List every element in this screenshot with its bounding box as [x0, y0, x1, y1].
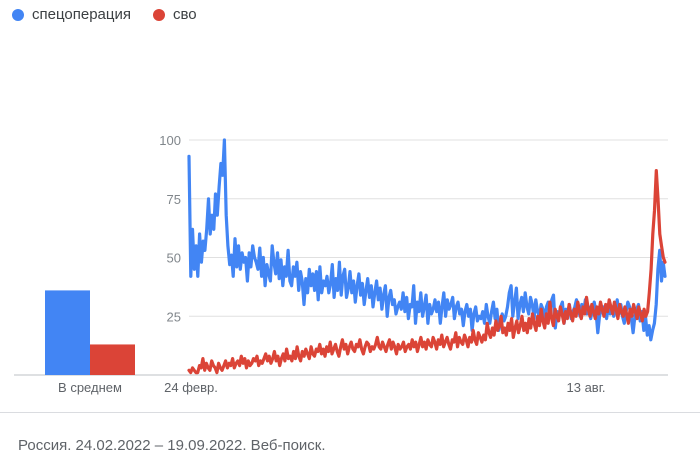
y-tick-label-50: 50: [167, 251, 181, 266]
average-bars: В среднем: [45, 290, 135, 395]
legend-label-svo: сво: [172, 6, 197, 23]
average-bar-svo[interactable]: [90, 344, 135, 375]
series-lines: [187, 138, 667, 375]
x-tick-label-0: 24 февр.: [164, 380, 218, 395]
legend-item-specoperation[interactable]: спецоперация: [12, 6, 131, 23]
series-line-svo[interactable]: [187, 169, 667, 375]
average-label: В среднем: [58, 380, 122, 395]
average-bar-specoperation[interactable]: [45, 290, 90, 375]
legend-item-svo[interactable]: сво: [152, 6, 197, 23]
y-tick-label-25: 25: [167, 309, 181, 324]
y-tick-label-100: 100: [159, 133, 181, 148]
trend-chart[interactable]: 25 50 75 100 В среднем 24 февр. 13 авг.: [0, 0, 700, 412]
footer-divider: [0, 412, 700, 413]
x-axis-ticks: 24 февр. 13 авг.: [164, 380, 605, 395]
legend-dot-specoperation: [12, 8, 24, 21]
legend: спецоперация сво: [12, 6, 219, 23]
legend-dot-svo: [152, 8, 165, 21]
y-axis-ticks: 25 50 75 100: [159, 133, 181, 324]
x-tick-label-1: 13 авг.: [567, 380, 606, 395]
footer-caption: Россия. 24.02.2022 – 19.09.2022. Веб-пои…: [18, 437, 326, 454]
y-tick-label-75: 75: [167, 192, 181, 207]
legend-label-specoperation: спецоперация: [32, 6, 131, 23]
